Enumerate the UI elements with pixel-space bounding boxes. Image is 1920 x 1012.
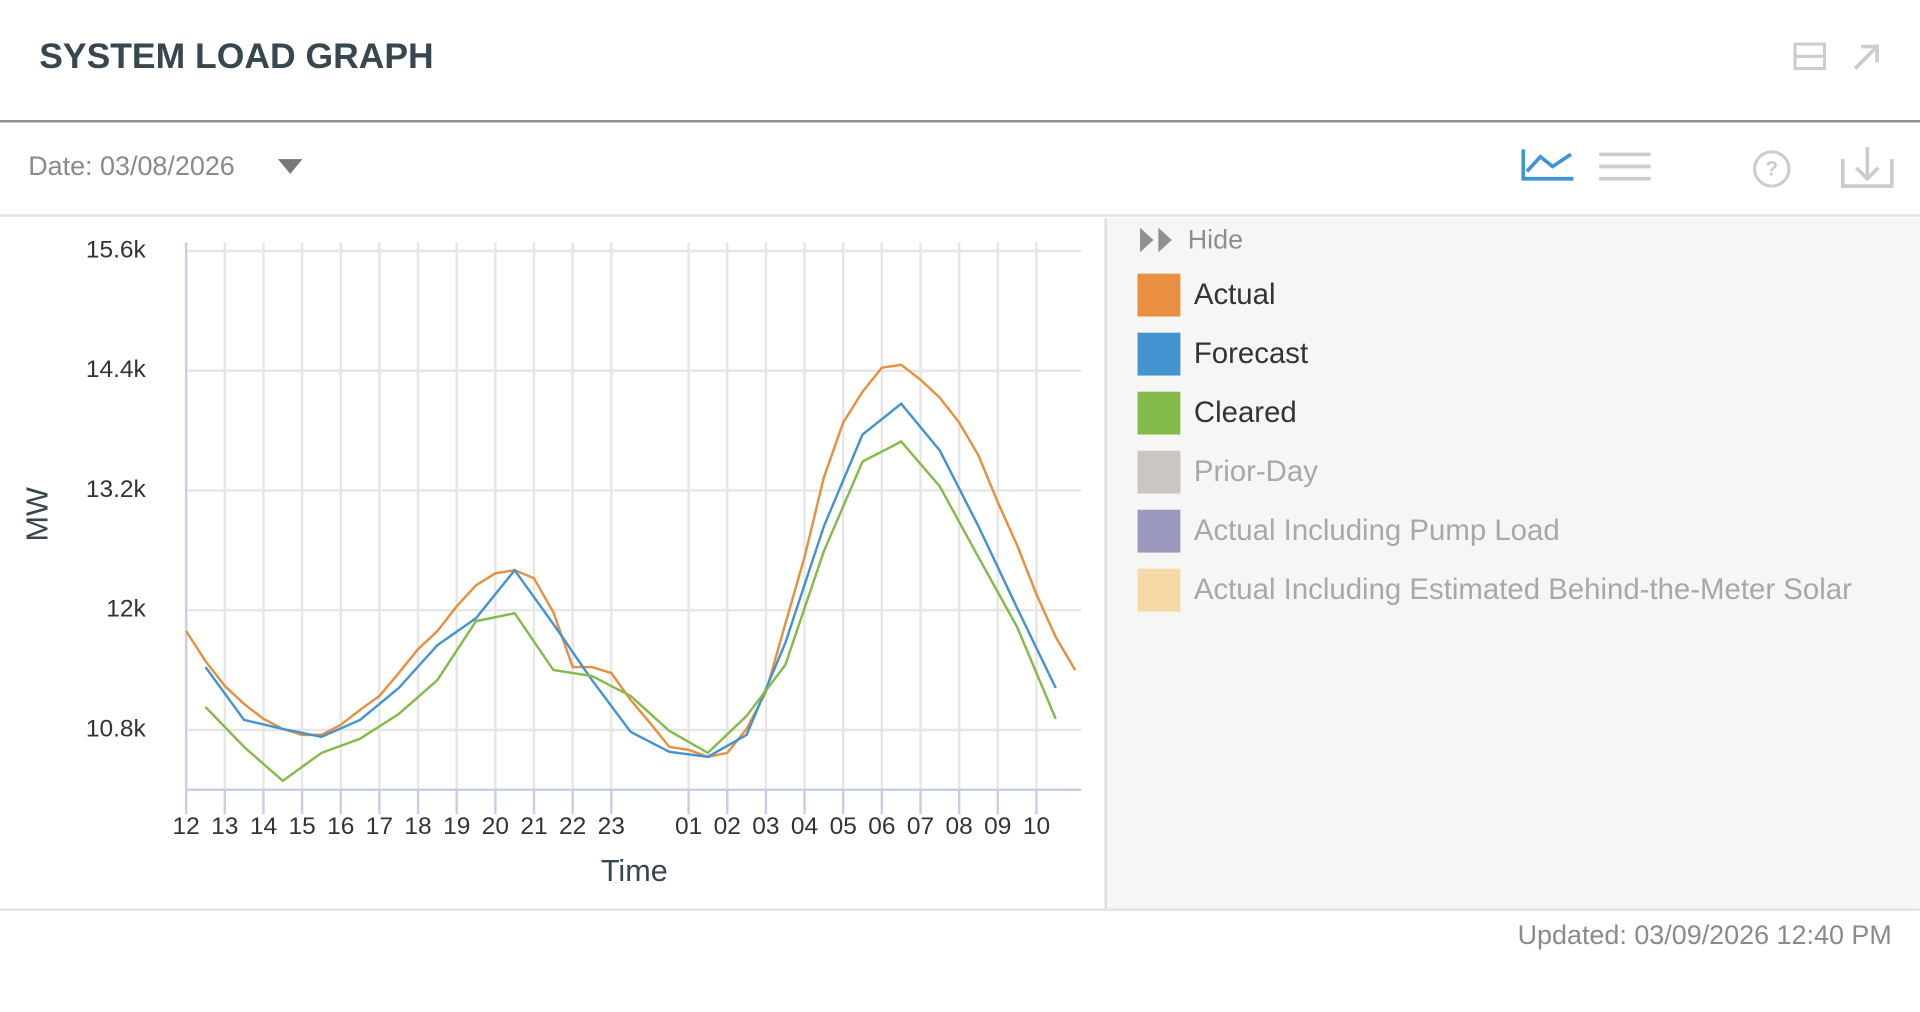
legend-label[interactable]: Prior-Day [1194,455,1318,488]
legend-swatch[interactable] [1137,509,1181,553]
x-tick-label: 05 [830,813,857,840]
legend-swatch[interactable] [1137,568,1181,612]
chart-view-icon[interactable] [1521,149,1574,181]
hide-icon[interactable] [1139,227,1172,253]
y-tick-label: 10.8k [86,715,147,742]
legend-label[interactable]: Actual [1194,278,1276,311]
x-tick-label: 10 [1023,813,1050,840]
x-axis-label: Time [601,854,668,888]
table-view-icon[interactable] [1599,152,1651,181]
x-tick-label: 07 [907,813,934,840]
legend-swatch[interactable] [1137,332,1181,376]
svg-text:?: ? [1765,158,1778,181]
legend-label[interactable]: Actual Including Estimated Behind-the-Me… [1194,573,1852,606]
x-tick-label: 23 [598,813,625,840]
legend-swatch[interactable] [1137,450,1181,494]
x-tick-label: 02 [714,813,741,840]
x-tick-label: 03 [752,813,779,840]
x-tick-label: 14 [250,813,277,840]
x-tick-label: 15 [288,813,315,840]
x-tick-label: 22 [559,813,586,840]
y-tick-label: 13.2k [86,476,147,503]
x-tick-label: 17 [366,813,393,840]
x-tick-label: 16 [327,813,354,840]
legend-label[interactable]: Actual Including Pump Load [1194,514,1560,547]
series-line [204,440,1057,783]
x-tick-label: 13 [211,813,238,840]
x-tick-label: 04 [791,813,818,840]
legend-swatch[interactable] [1137,391,1181,435]
legend-swatch[interactable] [1137,273,1181,317]
y-axis-label: MW [20,487,54,541]
widget-title: SYSTEM LOAD GRAPH [39,36,433,76]
series-line [185,363,1077,759]
x-tick-label: 09 [984,813,1011,840]
date-selector[interactable]: Date: 03/08/2026 [28,151,235,181]
date-dropdown-arrow[interactable] [277,159,303,174]
x-tick-label: 19 [443,813,470,840]
y-tick-label: 15.6k [86,236,147,263]
x-tick-label: 20 [482,813,509,840]
x-tick-label: 06 [868,813,895,840]
expand-icon[interactable] [1853,44,1879,70]
y-tick-label: 12k [106,596,146,623]
legend-toggle[interactable]: Hide [1188,224,1243,254]
collapse-icon[interactable] [1793,42,1826,71]
y-tick-label: 14.4k [86,356,147,383]
legend-label[interactable]: Cleared [1194,396,1297,429]
x-tick-label: 08 [946,813,973,840]
x-tick-label: 18 [404,813,431,840]
series-line [204,401,1057,759]
x-tick-label: 12 [173,813,200,840]
download-icon[interactable] [1840,146,1894,188]
legend-label[interactable]: Forecast [1194,337,1308,370]
legend-panel [1105,217,1920,909]
updated-timestamp: Updated: 03/09/2026 12:40 PM [1518,920,1892,950]
x-tick-label: 01 [675,813,702,840]
x-tick-label: 21 [520,813,547,840]
help-icon[interactable]: ? [1753,150,1791,188]
